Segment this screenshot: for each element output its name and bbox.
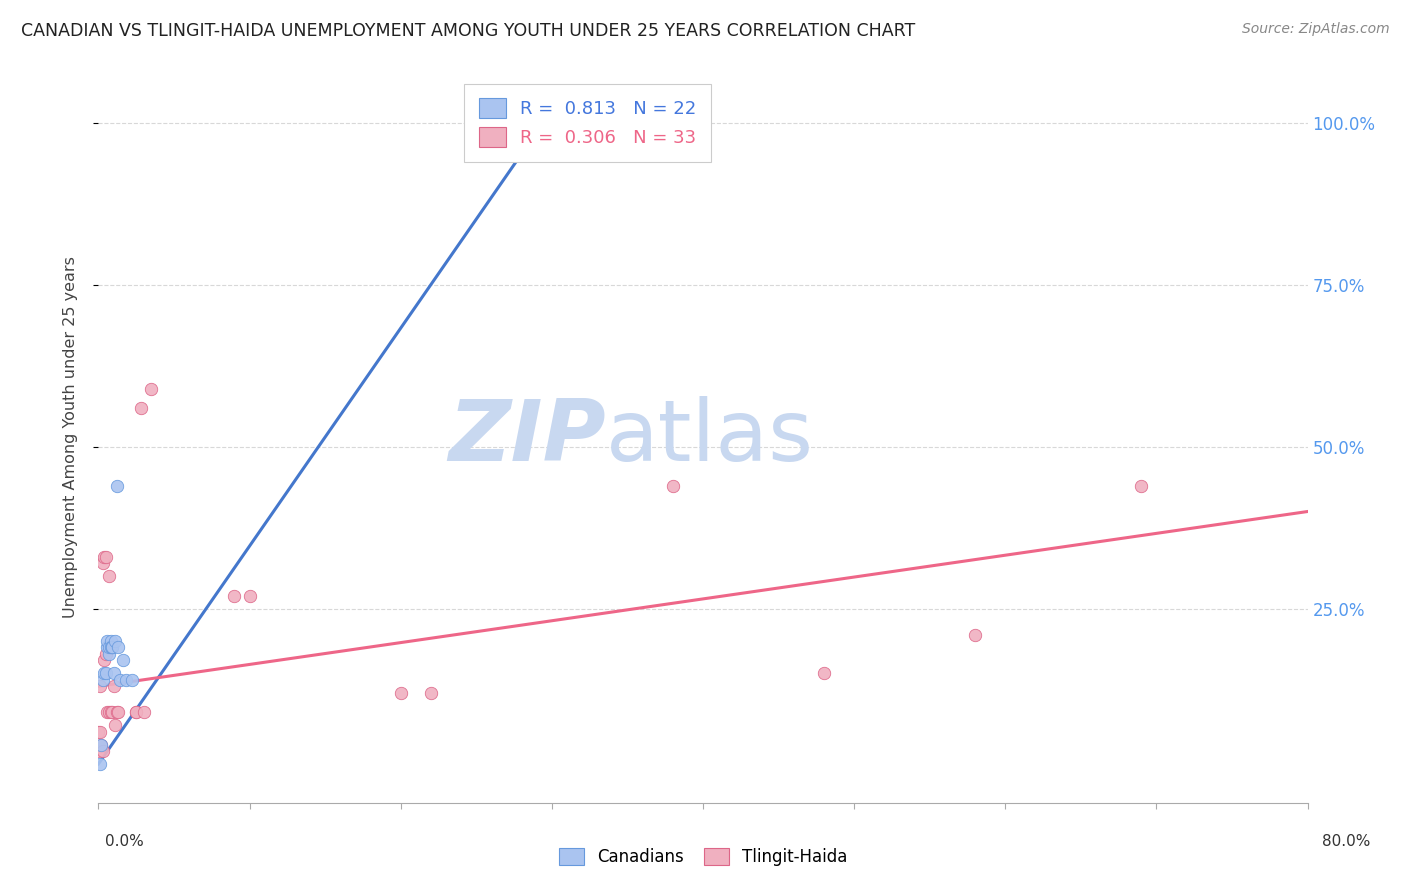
Point xyxy=(111,653,134,667)
Point xyxy=(132,705,155,719)
Point xyxy=(98,647,121,661)
Point xyxy=(98,640,121,655)
Point xyxy=(94,549,117,564)
Point xyxy=(89,679,111,693)
Text: atlas: atlas xyxy=(606,395,814,479)
Point xyxy=(96,640,118,655)
Point xyxy=(125,705,148,719)
Point xyxy=(103,679,125,693)
Point xyxy=(125,705,148,719)
Point xyxy=(91,673,114,687)
Point xyxy=(389,686,412,700)
Point xyxy=(100,634,122,648)
Point xyxy=(98,705,121,719)
Point xyxy=(105,705,128,719)
Point xyxy=(239,589,262,603)
Point xyxy=(100,640,122,655)
Point xyxy=(114,673,136,687)
Point xyxy=(93,549,115,564)
Legend: Canadians, Tlingit-Haida: Canadians, Tlingit-Haida xyxy=(550,840,856,875)
Point xyxy=(224,589,246,603)
Point xyxy=(107,705,129,719)
Point xyxy=(87,724,110,739)
Point xyxy=(965,627,987,641)
Point xyxy=(1130,478,1153,492)
Point xyxy=(540,103,562,118)
Text: Source: ZipAtlas.com: Source: ZipAtlas.com xyxy=(1241,22,1389,37)
Point xyxy=(101,640,124,655)
Point xyxy=(90,738,112,752)
Point xyxy=(105,478,128,492)
Point xyxy=(91,744,114,758)
Point xyxy=(661,478,683,492)
Point xyxy=(129,401,152,415)
Point xyxy=(93,666,115,681)
Point xyxy=(141,382,163,396)
Point xyxy=(420,686,443,700)
Point xyxy=(101,705,124,719)
Point xyxy=(90,738,112,752)
Text: CANADIAN VS TLINGIT-HAIDA UNEMPLOYMENT AMONG YOUTH UNDER 25 YEARS CORRELATION CH: CANADIAN VS TLINGIT-HAIDA UNEMPLOYMENT A… xyxy=(21,22,915,40)
Point xyxy=(108,673,131,687)
Point xyxy=(96,634,118,648)
Point xyxy=(94,647,117,661)
Point xyxy=(813,666,835,681)
Point xyxy=(94,666,117,681)
Point xyxy=(101,640,124,655)
Y-axis label: Unemployment Among Youth under 25 years: Unemployment Among Youth under 25 years xyxy=(63,256,77,618)
Point xyxy=(91,557,114,571)
Point xyxy=(93,653,115,667)
Text: ZIP: ZIP xyxy=(449,395,606,479)
Point xyxy=(89,724,111,739)
Point xyxy=(100,705,122,719)
Point xyxy=(89,756,111,771)
Point xyxy=(104,634,127,648)
Point xyxy=(103,666,125,681)
Point xyxy=(87,744,110,758)
Point xyxy=(121,673,143,687)
Legend: R =  0.813   N = 22, R =  0.306   N = 33: R = 0.813 N = 22, R = 0.306 N = 33 xyxy=(464,84,711,161)
Point xyxy=(107,640,129,655)
Text: 0.0%: 0.0% xyxy=(105,834,145,849)
Point xyxy=(104,718,127,732)
Point xyxy=(98,569,121,583)
Point xyxy=(96,705,118,719)
Text: 80.0%: 80.0% xyxy=(1323,834,1371,849)
